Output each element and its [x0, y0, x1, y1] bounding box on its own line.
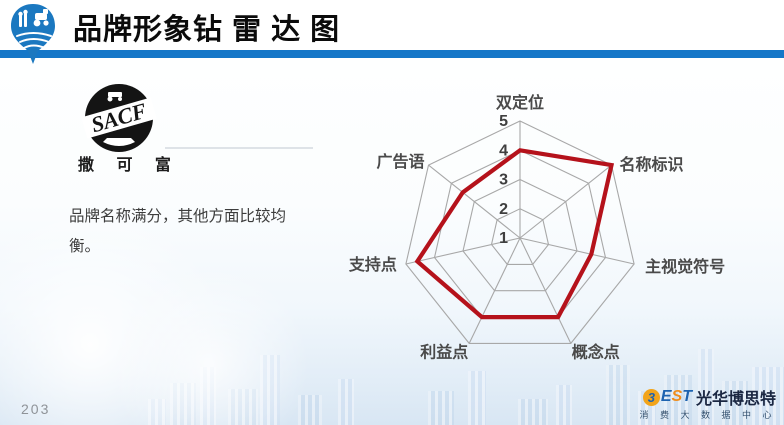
radar-axis-line	[519, 237, 572, 344]
radar-category-label: 概念点	[572, 342, 620, 361]
radar-axis-line	[519, 164, 612, 239]
radar-category-label: 名称标识	[620, 155, 684, 174]
best-logo-icon: 3	[642, 388, 660, 406]
location-pin-farm-icon	[11, 4, 55, 64]
commentary-line: 品牌名称满分，其他方面比较均	[69, 208, 287, 225]
sacf-brand-logo: SACF	[81, 84, 157, 152]
radar-grid-ring	[490, 208, 550, 265]
radar-tick-label: 3	[499, 172, 508, 189]
radar-axis-line	[405, 237, 521, 265]
radar-tick-label: 5	[499, 113, 508, 130]
divider-line	[165, 147, 313, 149]
company-name: 光华博思特	[695, 391, 776, 408]
page-number: 203	[21, 401, 51, 417]
logo-letter: E	[660, 388, 672, 405]
radar-category-label: 广告语	[376, 152, 424, 171]
radar-grid-ring	[462, 178, 578, 292]
logo-letter: S	[671, 388, 683, 405]
radar-category-label: 利益点	[420, 342, 468, 361]
slide-header: 品牌形象钻 雷 达 图	[0, 0, 784, 50]
radar-tick-label: 4	[499, 142, 508, 159]
logo-letter: T	[682, 388, 692, 405]
company-logo: 3 EST 光华博思特 消 费 大 数 据 中 心	[639, 387, 776, 421]
radar-data-polygon	[414, 148, 615, 320]
chart-commentary: 品牌名称满分，其他方面比较均 衡。	[69, 202, 319, 262]
page-title: 品牌形象钻 雷 达 图	[73, 14, 341, 46]
brand-name-label: 撒 可 富	[78, 157, 180, 174]
radar-tick-label: 1	[499, 230, 508, 247]
radar-axis-line	[519, 237, 635, 265]
radar-grid-ring	[405, 120, 635, 344]
radar-tick-label: 2	[499, 201, 508, 218]
radar-axis-line	[468, 237, 521, 344]
header-divider-bar	[0, 50, 784, 58]
radar-category-label: 双定位	[496, 93, 544, 112]
company-subtitle: 消 费 大 数 据 中 心	[639, 410, 776, 420]
commentary-line: 衡。	[69, 238, 101, 255]
radar-axis-line	[428, 164, 521, 239]
radar-category-label: 主视觉符号	[645, 257, 725, 276]
radar-category-label: 支持点	[348, 255, 397, 274]
